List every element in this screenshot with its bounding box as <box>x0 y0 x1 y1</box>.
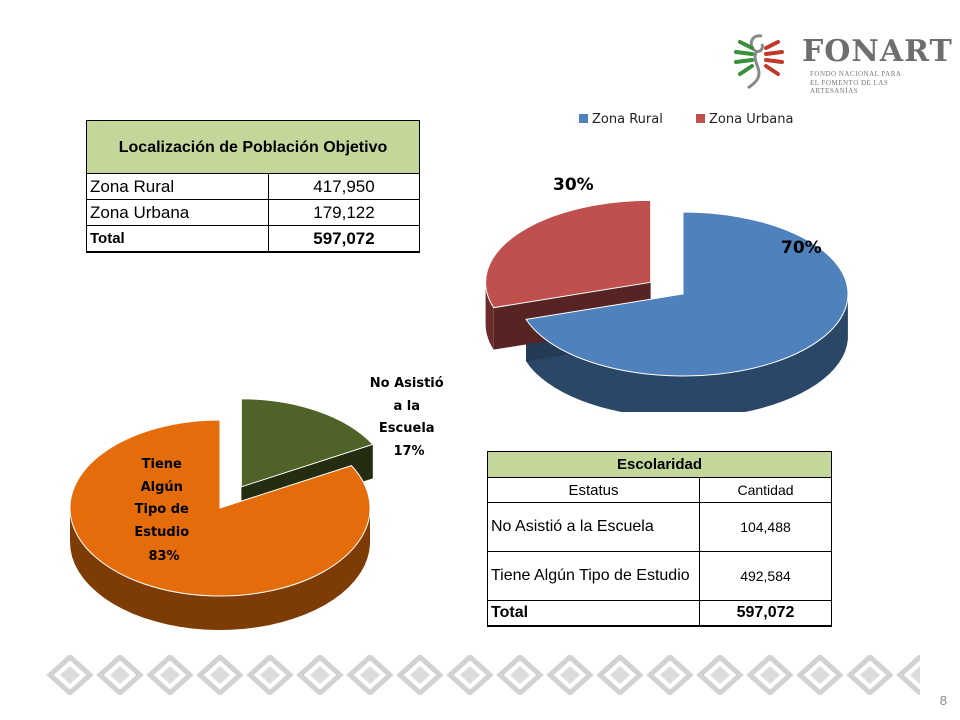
table-row-total: Total 597,072 <box>487 600 832 627</box>
pattern-motif-inner <box>360 666 380 684</box>
pattern-motif-inner <box>160 666 180 684</box>
pie-side-zona-rural <box>526 297 848 418</box>
pattern-motif <box>246 655 294 695</box>
pattern-motif <box>196 655 244 695</box>
pattern-motif-inner <box>510 666 530 684</box>
table-cell-value: 492,584 <box>699 551 832 601</box>
table-row: Zona Urbana 179,122 <box>86 199 420 226</box>
table-cell-total-value: 597,072 <box>699 600 832 627</box>
pattern-motif <box>896 655 920 695</box>
pie-slice-no-asistio <box>240 398 374 488</box>
pattern-motif <box>96 655 144 695</box>
pattern-motif-inner <box>260 666 280 684</box>
pattern-motif-inner <box>760 666 780 684</box>
pie-slice-zona-rural <box>525 211 849 377</box>
pattern-motif <box>496 655 544 695</box>
table-cell-label: No Asistió a la Escuela <box>487 502 700 552</box>
logo-text: FONART <box>802 34 953 69</box>
pattern-motif-inner <box>660 666 680 684</box>
pattern-motif <box>746 655 794 695</box>
pattern-motif <box>596 655 644 695</box>
decorative-pattern <box>46 655 920 695</box>
table-cell-value: 417,950 <box>268 173 420 200</box>
pattern-motif <box>646 655 694 695</box>
pattern-motif-inner <box>310 666 330 684</box>
data-label-urbana: 30% <box>553 175 594 195</box>
table-cell-label: Tiene Algún Tipo de Estudio <box>487 551 700 601</box>
legend-swatch-urbana <box>696 114 705 123</box>
data-label-rural: 70% <box>781 238 822 258</box>
pattern-motif-inner <box>210 666 230 684</box>
pattern-motif <box>396 655 444 695</box>
pie-side-tiene-estudio <box>70 507 370 630</box>
pattern-motif-inner <box>710 666 730 684</box>
legend-swatch-rural <box>579 114 588 123</box>
table-cell-total-label: Total <box>487 600 700 627</box>
data-label-no-asistio: No Asistió a la Escuela 17% <box>370 376 448 459</box>
pattern-motif <box>846 655 894 695</box>
pattern-motif-inner <box>60 666 80 684</box>
pattern-motif <box>696 655 744 695</box>
pattern-motif-inner <box>460 666 480 684</box>
pattern-motif-inner <box>810 666 830 684</box>
page-number: 8 <box>939 693 947 708</box>
table-row: Tiene Algún Tipo de Estudio 492,584 <box>487 551 832 601</box>
population-table: Localización de Población Objetivo Zona … <box>86 120 420 253</box>
pattern-motif <box>346 655 394 695</box>
table-cell-label: Zona Urbana <box>86 199 269 226</box>
pattern-motif <box>46 655 94 695</box>
escolaridad-table-header: Escolaridad <box>487 451 832 478</box>
table-cell-value: 179,122 <box>268 199 420 226</box>
pattern-motif <box>296 655 344 695</box>
escolaridad-pie-chart: No Asistió a la Escuela 17% Tiene Algún … <box>40 360 470 630</box>
escolaridad-table: Escolaridad Estatus Cantidad No Asistió … <box>487 451 832 627</box>
column-header-cantidad: Cantidad <box>699 477 832 503</box>
table-row: Zona Rural 417,950 <box>86 173 420 200</box>
pattern-motif-inner <box>910 666 920 684</box>
table-cell-value: 104,488 <box>699 502 832 552</box>
fonart-logo: FONART FONDO NACIONAL PARA EL FOMENTO DE… <box>722 28 952 95</box>
population-table-header: Localización de Población Objetivo <box>86 120 420 174</box>
pie-slices <box>485 199 849 418</box>
table-header-row: Estatus Cantidad <box>487 477 832 503</box>
pie-slice-zona-urbana <box>485 199 652 309</box>
pattern-motif <box>446 655 494 695</box>
pattern-motif-inner <box>110 666 130 684</box>
table-cell-total-value: 597,072 <box>268 225 420 253</box>
logo-subtitle-1: FONDO NACIONAL PARA <box>810 70 902 78</box>
pattern-motif-inner <box>860 666 880 684</box>
pattern-motif-inner <box>610 666 630 684</box>
logo-feather-icon <box>734 34 784 90</box>
column-header-estatus: Estatus <box>487 477 700 503</box>
table-row: No Asistió a la Escuela 104,488 <box>487 502 832 552</box>
pie-slice-tiene-estudio <box>69 419 371 597</box>
pattern-motif-inner <box>410 666 430 684</box>
pie-side-zona-urbana <box>485 282 494 350</box>
legend-label-urbana: Zona Urbana <box>709 112 793 127</box>
pattern-motif-inner <box>560 666 580 684</box>
pattern-motif <box>796 655 844 695</box>
pie-slices <box>69 398 374 630</box>
table-row-total: Total 597,072 <box>86 225 420 253</box>
legend-label-rural: Zona Rural <box>592 112 663 127</box>
pattern-motif <box>146 655 194 695</box>
logo-subtitle-2: EL FOMENTO DE LAS ARTESANÍAS <box>810 79 889 95</box>
table-cell-total-label: Total <box>86 225 269 253</box>
chart-legend: Zona Rural Zona Urbana <box>579 112 793 127</box>
data-label-tiene-estudio: Tiene Algún Tipo de Estudio 83% <box>134 457 193 564</box>
zona-pie-chart: Zona Rural Zona Urbana 70% 30% <box>453 94 926 418</box>
pattern-motif <box>546 655 594 695</box>
table-cell-label: Zona Rural <box>86 173 269 200</box>
